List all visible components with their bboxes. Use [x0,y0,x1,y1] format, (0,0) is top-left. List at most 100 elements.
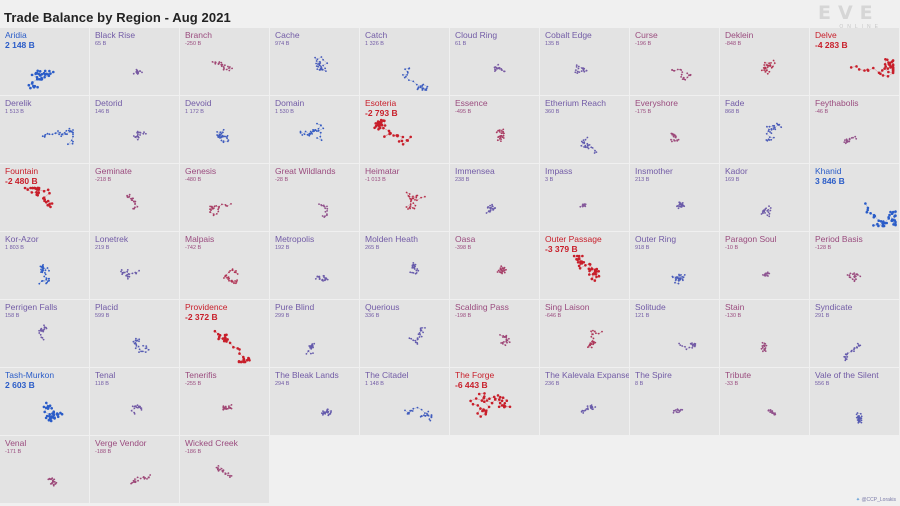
region-name: Outer Ring [635,234,677,244]
system-point [580,70,583,72]
system-point [767,211,770,214]
region-value: 135 B [545,41,560,47]
system-point [860,421,863,424]
system-point [853,347,856,349]
region-name: Perrigen Falls [5,302,58,312]
region-plot-impass [579,203,587,208]
system-point [403,76,406,79]
system-point [217,465,220,467]
system-point [325,70,327,72]
system-point [135,337,137,340]
system-point [855,413,858,416]
system-point [494,397,497,401]
system-point [126,269,129,271]
region-tile-curse: Curse -196 B [630,28,719,95]
system-point [769,131,771,133]
system-point [844,139,846,141]
system-point [769,209,772,212]
system-point [48,69,51,73]
system-point [383,135,386,138]
system-point [397,140,401,143]
system-point [577,257,581,260]
system-point [226,407,229,410]
system-point [680,73,683,76]
system-point [420,196,422,199]
region-tile-essence: Essence -495 B [450,96,539,163]
system-point [421,415,423,417]
system-point [43,136,46,138]
system-point [591,147,594,149]
system-point [592,329,594,332]
eve-online-logo: EVE ONLINE [818,4,884,31]
region-value: -398 B [455,245,472,251]
system-point [135,70,138,73]
region-value: 1 148 B [365,381,384,387]
system-point [766,66,769,68]
system-point [228,69,231,72]
system-point [48,133,51,136]
system-point [373,126,376,130]
system-point [220,467,223,470]
system-point [40,327,43,330]
region-plot-paragon-soul [762,271,771,277]
system-point [139,407,142,410]
system-point [224,274,227,277]
region-name: Tribute [725,370,752,380]
system-point [67,143,69,146]
system-point [891,218,895,222]
system-point [409,271,412,274]
system-point [685,348,688,351]
region-name: Great Wildlands [275,166,336,176]
system-point [671,69,673,71]
system-point [378,120,381,124]
region-name: Cloud Ring [455,30,498,40]
system-point [680,274,682,276]
region-plot-devoid [216,128,230,144]
region-plot-vale-of-the-silent [855,412,863,424]
region-name: Solitude [635,302,666,312]
system-point [212,214,215,217]
region-value: 121 B [635,313,650,319]
system-point [227,474,229,477]
region-value: -480 B [185,177,202,183]
region-plot-khanid [864,202,897,228]
region-plot-etherium-reach [580,136,598,154]
system-point [143,131,145,133]
system-point [39,333,42,336]
system-point [763,64,766,66]
system-point [881,74,885,77]
system-point [139,477,142,480]
system-point [415,272,418,274]
system-point [869,212,872,215]
system-point [582,67,584,69]
system-point [680,69,683,71]
region-value: -175 B [635,109,652,115]
region-plot-period-basis [846,272,862,283]
region-tile-lonetrek: Lonetrek 219 B [90,232,179,299]
system-point [31,186,34,190]
region-tile-catch: Catch 1 326 B [360,28,449,95]
system-point [318,203,320,205]
region-name: The Kalevala Expanse [545,370,629,380]
system-point [40,280,43,282]
system-point [139,134,141,136]
system-point [681,202,684,204]
system-point [768,215,771,218]
system-point [417,333,420,336]
system-point [502,128,505,131]
system-point [845,139,848,141]
region-name: Sing Laison [545,302,590,312]
system-point [59,411,62,415]
system-point [681,71,684,73]
system-point [482,396,485,400]
system-point [35,191,38,194]
system-point [857,68,861,71]
system-point [120,270,122,273]
system-point [583,70,586,73]
system-point [582,412,585,414]
system-point [768,136,771,139]
region-tile-kador: Kador 169 B [720,164,809,231]
system-point [395,134,398,137]
system-point [218,334,222,337]
system-point [406,413,409,415]
